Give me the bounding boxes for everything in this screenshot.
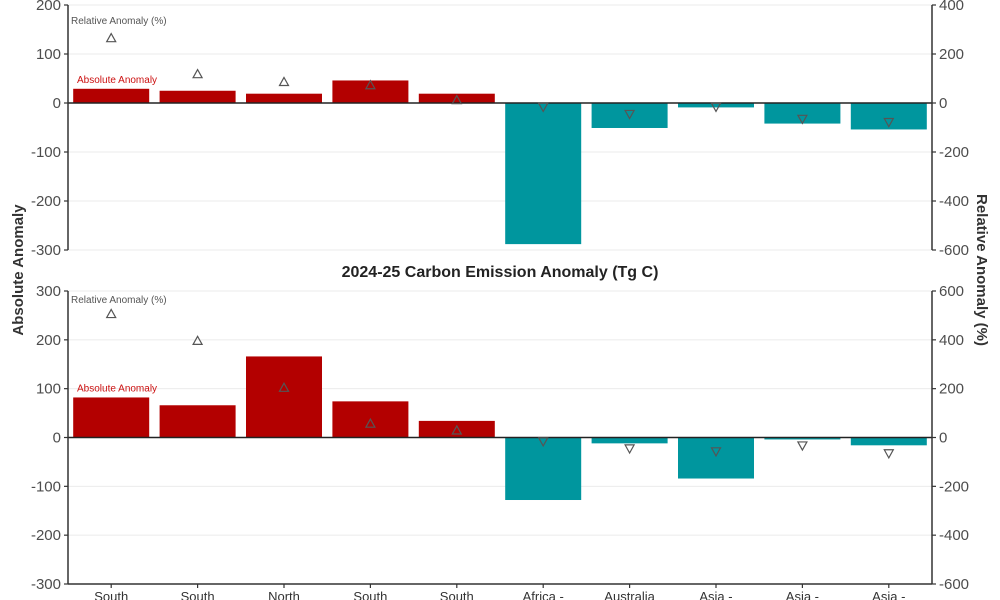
top-bar-3 [246, 93, 322, 103]
x-tick-label: Asia - [699, 589, 732, 600]
bottom-right-tick-label: 600 [939, 283, 964, 300]
bottom-right-tick-label: -400 [939, 527, 969, 544]
top-left-tick-label: 100 [36, 46, 61, 63]
bottom-bar-7 [591, 437, 668, 444]
x-tick-label: Africa - [523, 589, 564, 600]
top-triangle-down-marker-6 [537, 102, 549, 113]
bottom-bar-10 [850, 437, 927, 446]
top-right-tick-label: -600 [939, 242, 969, 259]
top-left-tick-label: -300 [31, 242, 61, 259]
markers-layer [105, 32, 895, 460]
bottom-left-tick-label: -100 [31, 478, 61, 495]
bottom-triangle-down-marker-10 [883, 449, 895, 460]
left-axis-title: Absolute Anomaly [10, 204, 27, 336]
bottom-bar-9 [764, 437, 841, 440]
top-triangle-up-marker-2 [192, 68, 204, 79]
x-tick-label: Asia - [872, 589, 905, 600]
top-triangle-up-marker-4 [364, 79, 376, 90]
bottom-left-tick-label: 0 [53, 430, 61, 447]
bottom-bar-2 [159, 405, 236, 438]
bottom-triangle-down-marker-8 [710, 447, 722, 458]
bottom-right-tick-label: -200 [939, 478, 969, 495]
x-tick-label: South [94, 589, 128, 600]
top-bar-4 [332, 80, 409, 103]
bottom-left-tick-label: -300 [31, 576, 61, 593]
top-bar-2 [159, 90, 236, 103]
top-right-tick-label: -400 [939, 193, 969, 210]
x-tick-label: South [353, 589, 387, 600]
bottom-triangle-down-marker-7 [624, 444, 636, 455]
top-right-tick-label: 200 [939, 46, 964, 63]
bottom-triangle-up-marker-1 [105, 308, 117, 319]
top-bar-8 [678, 103, 754, 108]
top-right-tick-label: 400 [939, 0, 964, 14]
bottom-triangle-down-marker-9 [796, 441, 808, 452]
top-bar-5 [418, 93, 495, 103]
bottom-panel-title: 2024-25 Carbon Emission Anomaly (Tg C) [342, 264, 659, 281]
top-bar-1 [73, 88, 150, 103]
top-triangle-down-marker-7 [624, 109, 636, 120]
top-right-tick-label: 0 [939, 95, 947, 112]
top-bar-10 [850, 103, 927, 130]
bottom-bar-6 [505, 437, 582, 501]
bottom-bar-3 [246, 356, 322, 438]
bottom-right-tick-label: -600 [939, 576, 969, 593]
bars-layer [73, 80, 927, 501]
top-triangle-down-marker-8 [710, 102, 722, 113]
top-triangle-down-marker-9 [796, 114, 808, 125]
top-bar-9 [764, 103, 841, 124]
bottom-triangle-up-marker-2 [192, 335, 204, 346]
top-annotation-relative: Relative Anomaly (%) [71, 16, 167, 27]
bottom-triangle-down-marker-6 [537, 437, 549, 448]
bottom-bar-8 [678, 437, 754, 479]
bottom-bar-5 [418, 420, 495, 438]
top-triangle-up-marker-1 [105, 32, 117, 43]
top-triangle-down-marker-10 [883, 117, 895, 128]
bottom-left-tick-label: -200 [31, 527, 61, 544]
top-annotation-absolute: Absolute Anomaly [77, 75, 157, 86]
bottom-bar-1 [73, 397, 150, 438]
top-left-tick-label: 0 [53, 95, 61, 112]
bottom-left-tick-label: 200 [36, 332, 61, 349]
right-axis-title: Relative Anomaly (%) [973, 194, 990, 346]
top-right-tick-label: -200 [939, 144, 969, 161]
top-left-tick-label: -100 [31, 144, 61, 161]
bottom-annotation-absolute: Absolute Anomaly [77, 383, 157, 394]
bottom-left-tick-label: 300 [36, 283, 61, 300]
bottom-triangle-up-marker-4 [364, 417, 376, 428]
bottom-triangle-up-marker-3 [278, 381, 290, 392]
x-tick-label: Australia [604, 589, 655, 600]
x-tick-label: South [181, 589, 215, 600]
bottom-right-tick-label: 0 [939, 430, 947, 447]
bottom-right-tick-label: 400 [939, 332, 964, 349]
bottom-annotation-relative: Relative Anomaly (%) [71, 295, 167, 306]
top-triangle-up-marker-3 [278, 76, 290, 87]
top-triangle-up-marker-5 [451, 94, 463, 105]
x-tick-label: North [268, 589, 300, 600]
top-left-tick-label: 200 [36, 0, 61, 14]
top-left-tick-label: -200 [31, 193, 61, 210]
x-tick-label: South [440, 589, 474, 600]
labels-layer: Relative Anomaly (%) Absolute Anomaly Rela… [71, 16, 167, 394]
bottom-right-tick-label: 200 [939, 381, 964, 398]
top-bar-6 [505, 103, 582, 245]
bottom-left-tick-label: 100 [36, 381, 61, 398]
x-tick-label: Asia - [786, 589, 819, 600]
bottom-triangle-up-marker-5 [451, 424, 463, 435]
axes-layer: 200 100 0 -100 -200 -300 400 200 0 -200 -400 -600 30… [31, 0, 969, 600]
top-bar-7 [591, 103, 668, 128]
